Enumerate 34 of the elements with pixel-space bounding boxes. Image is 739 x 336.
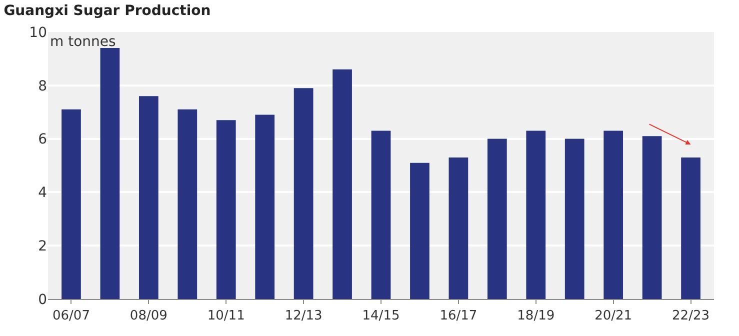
bar <box>294 88 314 299</box>
bar <box>448 157 468 299</box>
bar <box>178 109 198 299</box>
bar <box>681 157 700 299</box>
x-tick-label: 08/09 <box>130 308 168 324</box>
bar <box>642 136 662 299</box>
bar <box>332 69 352 299</box>
chart-title: Guangxi Sugar Production <box>4 2 211 19</box>
bar <box>371 130 391 299</box>
x-tick-label: 06/07 <box>52 308 90 324</box>
x-tick-label: 22/23 <box>672 308 710 324</box>
bar <box>526 130 546 299</box>
bar <box>138 96 158 299</box>
y-tick-label: 0 <box>38 292 47 308</box>
y-tick-label: 4 <box>38 185 48 202</box>
bar <box>487 138 507 299</box>
x-tick-label: 18/19 <box>517 308 555 324</box>
bar <box>410 162 430 299</box>
bar <box>100 48 120 299</box>
bar <box>62 109 81 299</box>
y-tick-label: 2 <box>38 238 47 254</box>
bar <box>216 120 236 299</box>
y-tick-label: 10 <box>29 24 47 41</box>
y-tick-label: 6 <box>38 132 48 148</box>
bar <box>564 138 584 299</box>
x-tick-label: 10/11 <box>207 308 245 324</box>
y-axis-title: m tonnes <box>50 34 116 50</box>
y-tick-label: 8 <box>38 78 47 94</box>
x-tick-label: 14/15 <box>362 308 400 324</box>
x-tick-label: 12/13 <box>284 308 322 324</box>
x-tick-label: 16/17 <box>440 308 478 324</box>
x-tick-label: 20/21 <box>594 308 632 324</box>
bar <box>604 130 624 299</box>
bar <box>255 114 275 299</box>
